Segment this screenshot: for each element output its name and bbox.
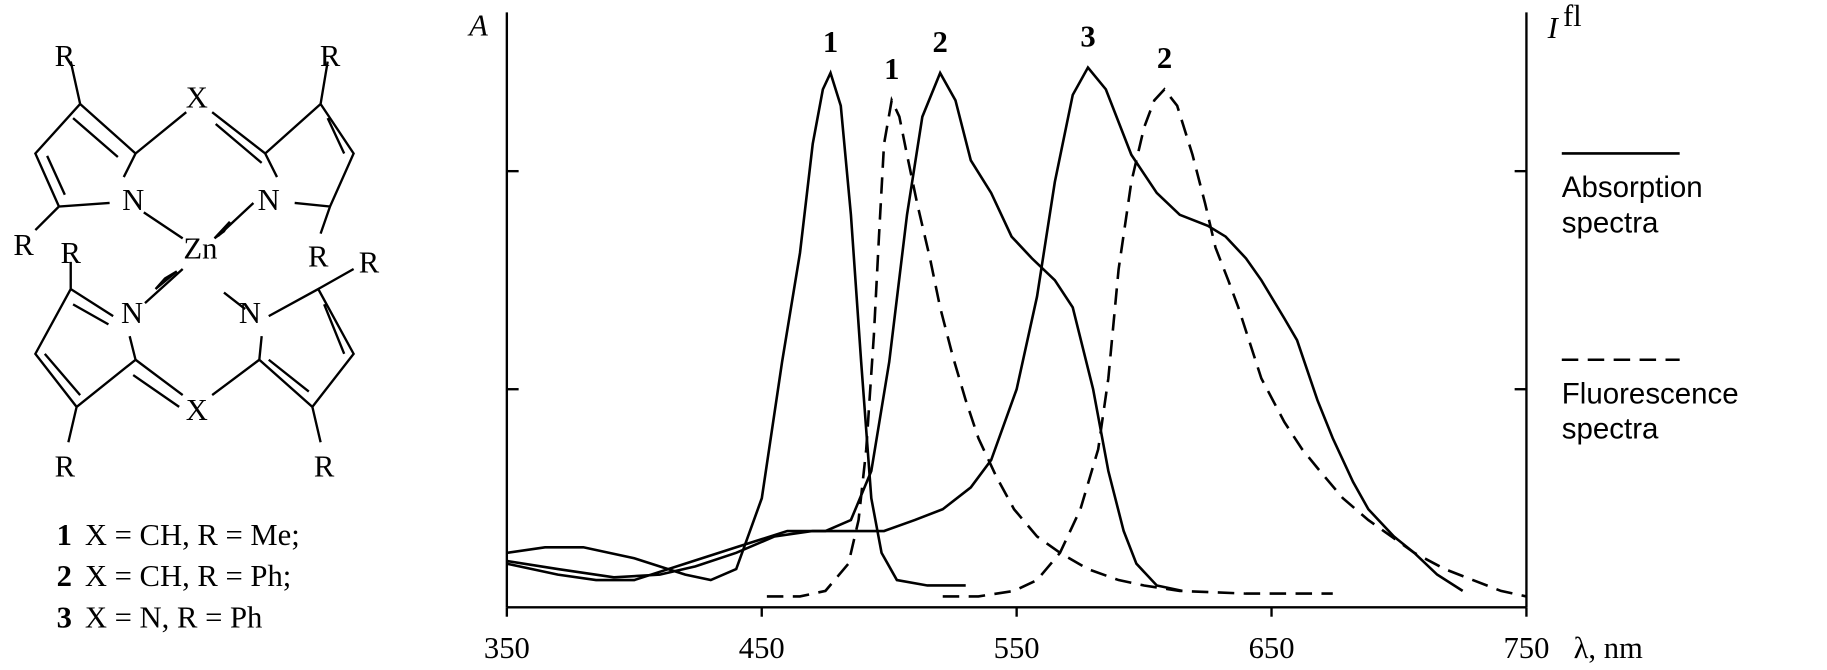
caption-text: X = N, R = Ph: [85, 600, 263, 634]
spectrum-line: [506, 65, 1464, 592]
atom-label: N: [121, 296, 143, 330]
atom-label: R: [308, 240, 329, 274]
spectrum-line: [506, 69, 1183, 593]
x-tick-label: 550: [994, 631, 1040, 665]
peak-label: 1: [823, 25, 838, 59]
caption: 1 X = CH, R = Me; 2 X = CH, R = Ph; 3 X = N, …: [57, 518, 300, 635]
atom-label: R: [359, 245, 380, 279]
x-tick-label: 650: [1249, 631, 1295, 665]
atom-label: R: [55, 449, 76, 483]
caption-number: 1: [57, 518, 72, 552]
y2-axis-label-sup: fl: [1563, 0, 1582, 33]
atom-label: N: [122, 183, 144, 217]
bonds-bottom: [33, 261, 356, 443]
spectrum-line: [766, 96, 1333, 598]
spectrum-line: [506, 69, 966, 587]
arrowheads: [154, 221, 231, 290]
legend-entry: Fluorescence spectra: [1561, 377, 1739, 446]
atom-label: X: [186, 80, 208, 114]
y-axis-label: A: [467, 9, 488, 43]
atom-label: R: [320, 39, 341, 73]
zn-bond: [144, 268, 184, 305]
spectrum-line: [942, 87, 1527, 598]
caption-text: X = CH, R = Ph;: [85, 559, 291, 593]
atom-label: R: [61, 236, 82, 270]
atom-label: R: [13, 228, 34, 262]
peak-label: 2: [933, 25, 948, 59]
legend-entry: Absorption spectra: [1561, 171, 1703, 240]
legend-label: Fluorescence spectra: [1561, 377, 1739, 446]
x-tick-label: 350: [484, 631, 530, 665]
bonds-top: [33, 61, 355, 235]
atom-label: R: [55, 39, 76, 73]
atom-label: X: [186, 393, 208, 427]
atom-label: N: [239, 296, 261, 330]
peak-label: 2: [1157, 41, 1172, 75]
caption-text: X = CH, R = Me;: [85, 518, 300, 552]
peak-label: 1: [884, 52, 899, 86]
legend-label: Absorption spectra: [1561, 171, 1703, 240]
x-tick-label: 450: [739, 631, 785, 665]
caption-number: 2: [57, 559, 72, 593]
peak-label: 3: [1080, 19, 1095, 53]
x-tick-label: 750: [1503, 631, 1549, 665]
y2-axis-label: I: [1547, 11, 1560, 45]
x-axis-label: λ, nm: [1574, 631, 1643, 665]
atom-label: R: [314, 449, 335, 483]
atom-label: N: [258, 183, 280, 217]
atom-label: Zn: [183, 231, 217, 265]
caption-number: 3: [57, 600, 72, 634]
